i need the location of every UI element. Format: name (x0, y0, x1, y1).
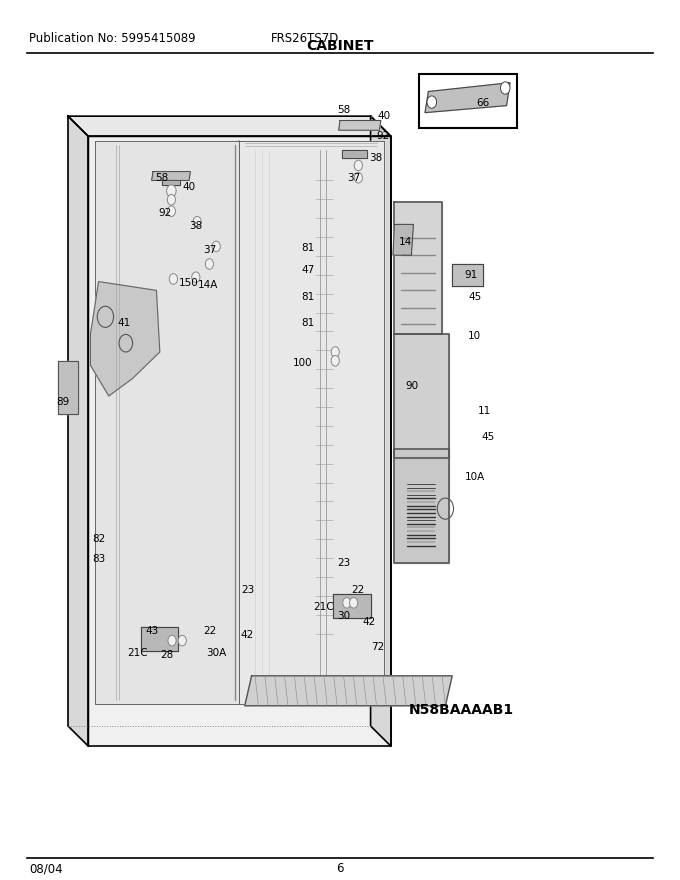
Text: 81: 81 (301, 291, 315, 302)
Text: 90: 90 (405, 381, 419, 392)
Text: 45: 45 (468, 291, 481, 302)
Circle shape (167, 185, 176, 197)
Polygon shape (342, 150, 367, 158)
Polygon shape (394, 202, 442, 334)
Circle shape (167, 194, 175, 205)
Text: 100: 100 (293, 357, 312, 368)
Text: 23: 23 (241, 584, 255, 595)
Circle shape (427, 96, 437, 108)
Text: 10A: 10A (464, 472, 485, 482)
Text: 92: 92 (376, 131, 390, 142)
Polygon shape (371, 116, 391, 746)
Text: 14A: 14A (198, 280, 218, 290)
Text: 38: 38 (189, 221, 203, 231)
Circle shape (178, 635, 186, 646)
Text: 22: 22 (203, 626, 216, 636)
Text: 66: 66 (476, 98, 490, 108)
Text: 30: 30 (337, 611, 351, 621)
Text: 82: 82 (92, 533, 106, 544)
Text: 81: 81 (301, 243, 315, 253)
Polygon shape (58, 361, 78, 414)
Polygon shape (333, 594, 371, 618)
Circle shape (193, 216, 201, 227)
Bar (419, 74, 517, 128)
Polygon shape (141, 627, 178, 651)
Circle shape (168, 635, 176, 646)
Text: 23: 23 (337, 558, 351, 568)
Circle shape (354, 172, 362, 183)
Text: 89: 89 (56, 397, 70, 407)
Circle shape (205, 259, 214, 269)
Text: 40: 40 (182, 181, 196, 192)
Text: 6: 6 (336, 862, 344, 875)
Polygon shape (162, 176, 180, 185)
Text: 21C: 21C (128, 648, 148, 658)
Text: 37: 37 (347, 172, 360, 183)
Text: 10: 10 (468, 331, 481, 341)
Circle shape (354, 160, 362, 171)
Polygon shape (152, 172, 190, 180)
Text: 43: 43 (145, 626, 158, 636)
Text: 37: 37 (203, 245, 216, 255)
Text: 42: 42 (362, 617, 376, 627)
Text: 83: 83 (92, 554, 106, 564)
Circle shape (167, 206, 175, 216)
Text: 58: 58 (337, 105, 350, 115)
Text: FRS26TS7D: FRS26TS7D (271, 33, 339, 45)
Text: 40: 40 (377, 111, 391, 121)
Text: 22: 22 (351, 584, 364, 595)
Polygon shape (239, 141, 384, 704)
Polygon shape (68, 116, 88, 746)
Polygon shape (339, 121, 381, 130)
Text: 91: 91 (464, 269, 478, 280)
Circle shape (212, 241, 220, 252)
Polygon shape (90, 282, 160, 396)
Text: 41: 41 (118, 318, 131, 328)
Text: Publication No: 5995415089: Publication No: 5995415089 (29, 33, 196, 45)
Circle shape (331, 347, 339, 357)
Text: 38: 38 (369, 153, 383, 164)
Circle shape (331, 356, 339, 366)
Text: 42: 42 (240, 630, 254, 641)
Circle shape (192, 272, 200, 282)
Text: 28: 28 (160, 649, 174, 660)
Polygon shape (394, 449, 449, 563)
Polygon shape (425, 83, 510, 113)
Polygon shape (393, 224, 413, 255)
Text: 58: 58 (155, 172, 169, 183)
Text: 81: 81 (301, 318, 315, 328)
Circle shape (500, 82, 510, 94)
Text: 150: 150 (179, 278, 199, 289)
Text: 72: 72 (371, 642, 384, 652)
Text: N58BAAAAB1: N58BAAAAB1 (409, 703, 513, 717)
Text: 30A: 30A (206, 648, 226, 658)
Text: 14: 14 (398, 237, 412, 247)
Text: 21C: 21C (313, 602, 334, 612)
Text: CABINET: CABINET (306, 39, 374, 53)
Text: 92: 92 (158, 208, 172, 218)
Text: 11: 11 (478, 406, 492, 416)
Polygon shape (95, 141, 239, 704)
Polygon shape (88, 136, 391, 746)
Text: 47: 47 (301, 265, 315, 275)
Circle shape (343, 598, 351, 608)
Polygon shape (245, 676, 452, 706)
Circle shape (350, 598, 358, 608)
Text: 45: 45 (481, 432, 495, 443)
Circle shape (169, 274, 177, 284)
Polygon shape (68, 116, 391, 136)
Polygon shape (394, 334, 449, 458)
Text: 08/04: 08/04 (29, 862, 63, 875)
Polygon shape (452, 264, 483, 286)
